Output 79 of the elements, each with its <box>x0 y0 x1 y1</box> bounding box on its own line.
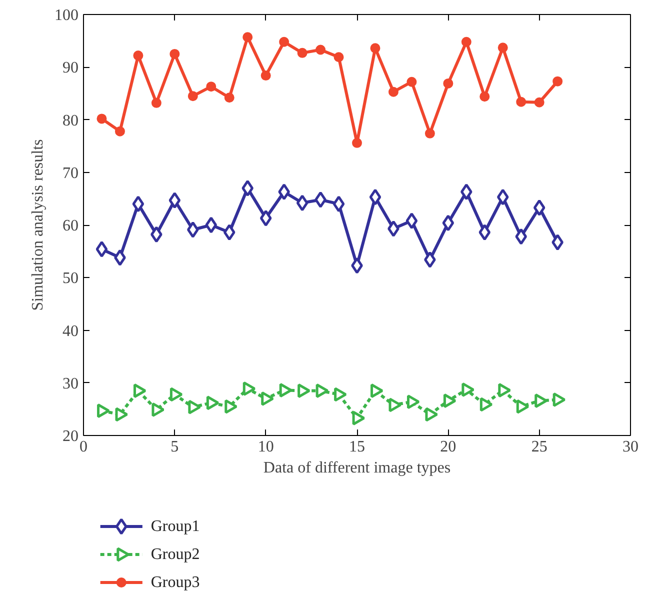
point <box>515 228 528 245</box>
y-tick-label: 20 <box>62 428 78 445</box>
point <box>206 396 220 410</box>
y-axis-title: Simulation analysis results <box>30 139 46 311</box>
point <box>168 192 181 209</box>
y-tick-label: 30 <box>62 375 78 392</box>
x-tick-label: 25 <box>531 438 548 456</box>
y-tick-label: 70 <box>62 164 78 182</box>
x-tick-label: 5 <box>170 438 179 456</box>
y-tick-label: 60 <box>62 218 78 234</box>
point <box>151 98 162 108</box>
point <box>132 196 144 212</box>
legend-label: Group2 <box>150 546 200 563</box>
y-tick-label: 50 <box>62 270 78 288</box>
point <box>316 44 326 55</box>
point <box>133 384 146 398</box>
legend-label: Group3 <box>150 574 200 591</box>
x-tick-label: 0 <box>80 438 88 456</box>
point <box>332 196 345 212</box>
point <box>534 97 544 108</box>
point <box>334 52 344 62</box>
y-tick-label: 100 <box>54 7 78 24</box>
point <box>206 82 216 92</box>
point <box>388 220 400 237</box>
point <box>242 180 254 196</box>
legend-label: Group1 <box>150 518 200 535</box>
point <box>461 36 472 47</box>
point <box>170 387 183 402</box>
point <box>369 188 382 206</box>
point <box>533 199 546 216</box>
point <box>260 210 272 226</box>
y-tick-label: 40 <box>62 322 78 340</box>
point <box>150 226 162 243</box>
point <box>552 76 563 86</box>
point <box>296 194 308 212</box>
point <box>406 394 420 410</box>
point <box>133 50 144 61</box>
point <box>242 381 256 396</box>
point <box>224 92 234 103</box>
point <box>351 257 363 274</box>
point <box>443 394 456 408</box>
point <box>242 32 253 42</box>
point <box>480 92 490 102</box>
point <box>496 188 509 206</box>
point <box>442 214 454 232</box>
y-tick-label: 90 <box>62 60 78 77</box>
point <box>516 96 526 107</box>
point <box>279 36 290 47</box>
point <box>352 138 362 148</box>
point <box>114 249 126 266</box>
point <box>370 43 380 54</box>
point <box>96 114 107 124</box>
point <box>223 224 236 241</box>
point <box>314 191 326 208</box>
x-tick-label: 10 <box>258 438 274 456</box>
point <box>170 48 180 59</box>
x-axis-title: Data of different image types <box>263 460 451 476</box>
point <box>297 48 308 58</box>
point <box>188 91 198 102</box>
point <box>114 126 125 136</box>
point <box>552 234 564 251</box>
point <box>278 184 290 200</box>
point <box>424 251 436 268</box>
x-tick-label: 20 <box>440 438 456 456</box>
point <box>406 212 418 230</box>
point <box>498 42 508 53</box>
point <box>388 86 398 97</box>
x-tick-label: 30 <box>622 438 638 456</box>
point <box>260 70 271 81</box>
point <box>96 240 108 258</box>
point <box>443 78 454 88</box>
point <box>186 221 199 238</box>
point <box>478 224 491 241</box>
y-tick-label: 80 <box>62 112 78 130</box>
point <box>460 184 472 200</box>
point <box>424 128 435 138</box>
point <box>406 76 417 87</box>
point <box>205 216 218 234</box>
x-tick-label: 15 <box>349 438 365 456</box>
